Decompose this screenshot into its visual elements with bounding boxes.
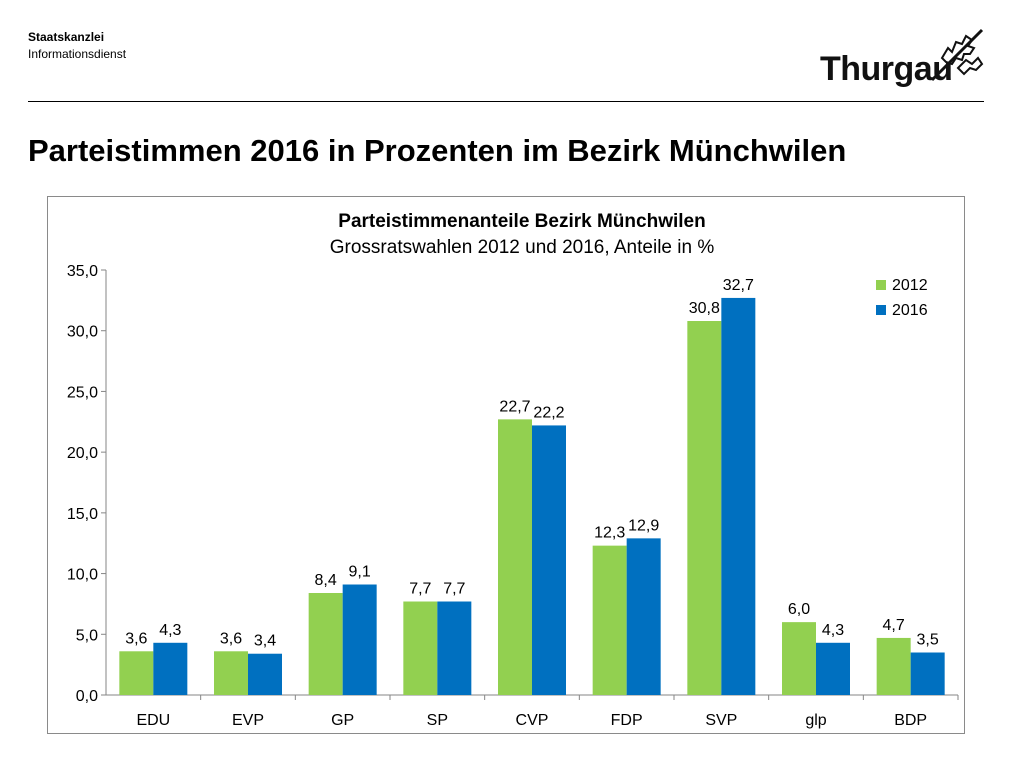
data-label-2012-sp: 7,7	[409, 581, 431, 598]
data-label-2012-fdp: 12,3	[594, 525, 625, 542]
bar-2012-edu	[119, 651, 154, 695]
bar-2016-fdp	[626, 538, 661, 695]
data-label-2016-svp: 32,7	[723, 277, 754, 294]
thurgau-lion-icon	[928, 28, 986, 87]
data-label-2012-svp: 30,8	[689, 300, 720, 317]
data-label-2016-bdp: 3,5	[917, 632, 939, 649]
y-tick-label: 10,0	[67, 567, 98, 584]
y-tick-label: 0,0	[76, 688, 98, 705]
x-tick-label: GP	[331, 712, 354, 729]
bar-2012-glp	[782, 622, 816, 695]
x-tick-label: EDU	[136, 712, 170, 729]
data-label-2012-cvp: 22,7	[499, 398, 530, 415]
data-label-2016-sp: 7,7	[443, 581, 465, 598]
bar-2016-bdp	[910, 652, 945, 695]
data-label-2012-edu: 3,6	[125, 630, 147, 647]
chart-frame: Parteistimmenanteile Bezirk Münchwilen G…	[47, 196, 965, 734]
x-tick-label: SVP	[705, 712, 737, 729]
y-tick-label: 25,0	[67, 384, 98, 401]
bar-2012-gp	[308, 593, 343, 695]
y-tick-label: 15,0	[67, 506, 98, 523]
data-label-2016-evp: 3,4	[254, 633, 276, 650]
data-label-2016-glp: 4,3	[822, 622, 844, 639]
legend-label-2016: 2016	[892, 302, 928, 319]
page-title: Parteistimmen 2016 in Prozenten im Bezir…	[28, 133, 847, 168]
org-department: Informationsdienst	[28, 47, 127, 61]
legend-swatch-2016	[876, 305, 886, 315]
bar-2012-svp	[687, 321, 722, 695]
bar-2016-edu	[153, 642, 188, 695]
x-tick-label: glp	[805, 712, 826, 729]
x-tick-label: FDP	[611, 712, 643, 729]
data-label-2016-gp: 9,1	[349, 564, 371, 581]
chart-title: Parteistimmenanteile Bezirk Münchwilen	[338, 211, 705, 232]
x-tick-label: BDP	[894, 712, 927, 729]
data-label-2016-fdp: 12,9	[628, 517, 659, 534]
x-tick-label: CVP	[516, 712, 549, 729]
bar-2012-fdp	[592, 545, 627, 695]
bar-2016-gp	[342, 584, 377, 695]
bar-2016-cvp	[532, 425, 566, 695]
bar-2016-sp	[437, 601, 472, 695]
data-label-2016-edu: 4,3	[159, 622, 181, 639]
bar-2012-sp	[403, 601, 438, 695]
legend-label-2012: 2012	[892, 277, 928, 294]
bar-2016-glp	[816, 642, 850, 695]
data-label-2012-glp: 6,0	[788, 601, 810, 618]
bar-2012-bdp	[876, 637, 911, 695]
chart-subtitle: Grossratswahlen 2012 und 2016, Anteile i…	[330, 237, 715, 258]
legend-swatch-2012	[876, 280, 886, 290]
bar-chart: Parteistimmenanteile Bezirk Münchwilen G…	[67, 211, 959, 729]
x-tick-label: SP	[427, 712, 448, 729]
org-name: Staatskanzlei	[28, 30, 105, 44]
header-divider	[28, 101, 984, 102]
y-tick-label: 20,0	[67, 445, 98, 462]
bar-2012-evp	[214, 651, 248, 695]
y-tick-label: 5,0	[76, 627, 98, 644]
data-label-2012-evp: 3,6	[220, 630, 242, 647]
data-label-2016-cvp: 22,2	[533, 404, 564, 421]
bar-2012-cvp	[498, 419, 532, 695]
data-label-2012-gp: 8,4	[315, 572, 337, 589]
x-tick-label: EVP	[232, 712, 264, 729]
y-tick-label: 30,0	[67, 324, 98, 341]
thurgau-logo-text: Thurgau	[820, 50, 953, 88]
bar-2016-evp	[248, 653, 282, 695]
y-tick-label: 35,0	[67, 263, 98, 280]
data-label-2012-bdp: 4,7	[883, 617, 905, 634]
bar-2016-svp	[721, 297, 756, 695]
